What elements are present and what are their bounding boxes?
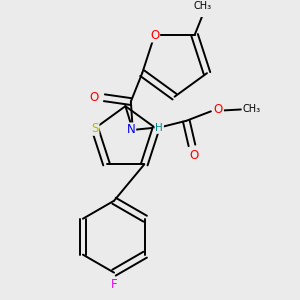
Text: F: F — [111, 278, 117, 291]
Text: CH₃: CH₃ — [193, 1, 211, 11]
Text: N: N — [127, 123, 135, 136]
Text: S: S — [91, 122, 98, 135]
Text: O: O — [89, 91, 99, 104]
Text: O: O — [150, 28, 159, 42]
Text: H: H — [155, 123, 163, 133]
Text: O: O — [214, 103, 223, 116]
Text: O: O — [189, 149, 199, 162]
Text: CH₃: CH₃ — [242, 104, 261, 115]
